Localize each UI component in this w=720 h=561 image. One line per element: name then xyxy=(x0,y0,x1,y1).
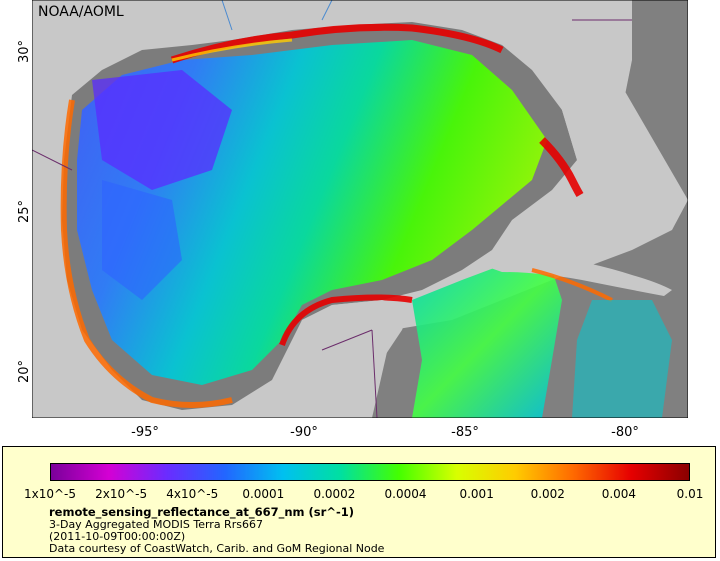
coastal-fringe-north xyxy=(170,23,504,64)
data-patch-southwest xyxy=(102,180,182,300)
dataset-name: 3-Day Aggregated MODIS Terra Rrs667 xyxy=(49,518,263,531)
colorbar-label: 0.01 xyxy=(676,487,704,501)
x-tick-95: -95° xyxy=(131,425,159,440)
coastal-fringe-florida xyxy=(539,137,584,198)
data-patch-west xyxy=(92,70,232,190)
florida-land xyxy=(552,0,632,165)
yucatan-land xyxy=(282,300,412,418)
colorbar-label: 0.0001 xyxy=(242,487,285,501)
reflectance-data-caribbean xyxy=(412,265,562,418)
data-patch-caribbean-east xyxy=(572,300,672,418)
reflectance-map xyxy=(32,0,688,418)
x-tick-90: -90° xyxy=(290,425,318,440)
variable-title: remote_sensing_reflectance_at_667_nm (sr… xyxy=(49,505,354,519)
cuba-land xyxy=(482,253,672,296)
coastal-fringe-yucatan xyxy=(279,294,413,347)
colorbar-label: 4x10^-5 xyxy=(166,487,219,501)
colorbar-label: 0.004 xyxy=(601,487,637,501)
colorbar-label: 0.002 xyxy=(530,487,565,501)
y-tick-25: 25° xyxy=(17,199,33,224)
colorbar-label: 1x10^-5 xyxy=(23,487,77,501)
colorbar xyxy=(50,463,690,481)
courtesy-label: Data courtesy of CoastWatch, Carib. and … xyxy=(49,542,385,555)
x-tick-85: -85° xyxy=(451,425,479,440)
colorbar-label: 0.0004 xyxy=(384,487,427,501)
colorbar-label: 0.001 xyxy=(459,487,494,501)
colorbar-label: 2x10^-5 xyxy=(95,487,148,501)
legend-panel: 1x10^-5 2x10^-5 4x10^-5 0.0001 0.0002 0.0004 0… xyxy=(2,446,716,558)
map-frame[interactable]: NOAA/AOML xyxy=(32,0,688,418)
y-tick-30: 30° xyxy=(17,39,33,64)
time-label: (2011-10-09T00:00:00Z) xyxy=(49,530,186,543)
coastal-fringe-west xyxy=(60,99,233,408)
border-line xyxy=(32,149,73,171)
x-tick-80: -80° xyxy=(611,425,639,440)
colorbar-label: 0.0002 xyxy=(313,487,356,501)
y-tick-20: 20° xyxy=(17,359,33,384)
credit-label: NOAA/AOML xyxy=(38,4,124,20)
